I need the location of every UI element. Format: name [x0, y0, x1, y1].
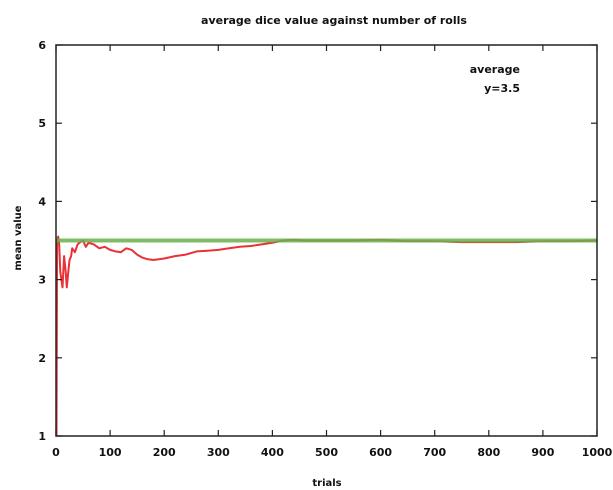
- legend-entry-reference: y=3.5: [484, 82, 520, 95]
- x-tick-label: 900: [531, 446, 554, 459]
- chart-title: average dice value against number of rol…: [201, 14, 467, 27]
- y-tick-label: 5: [38, 117, 46, 130]
- plot-content: [55, 235, 598, 437]
- x-tick-label: 400: [261, 446, 284, 459]
- x-tick-label: 600: [369, 446, 392, 459]
- y-tick-label: 1: [38, 430, 46, 443]
- x-tick-label: 800: [477, 446, 500, 459]
- legend-entry-average: average: [470, 63, 520, 76]
- x-tick-label: 300: [207, 446, 230, 459]
- y-tick-label: 4: [38, 195, 46, 208]
- x-axis-label: trials: [312, 478, 341, 489]
- legend: average y=3.5: [470, 63, 520, 95]
- y-axis-label: mean value: [13, 205, 24, 270]
- y-tick-label: 3: [38, 274, 46, 287]
- ticks-layer: 0 100 200 300 400 500 600 700 800 900 1000 1 2 3 4 5 6: [38, 39, 612, 459]
- y-tick-label: 6: [38, 39, 46, 52]
- x-tick-label: 200: [153, 446, 176, 459]
- x-tick-label: 700: [423, 446, 446, 459]
- x-tick-label: 1000: [582, 446, 613, 459]
- series-line-average: [55, 235, 598, 437]
- y-tick-label: 2: [38, 352, 46, 365]
- x-tick-label: 100: [99, 446, 122, 459]
- x-tick-label: 500: [315, 446, 338, 459]
- x-tick-label: 0: [52, 446, 60, 459]
